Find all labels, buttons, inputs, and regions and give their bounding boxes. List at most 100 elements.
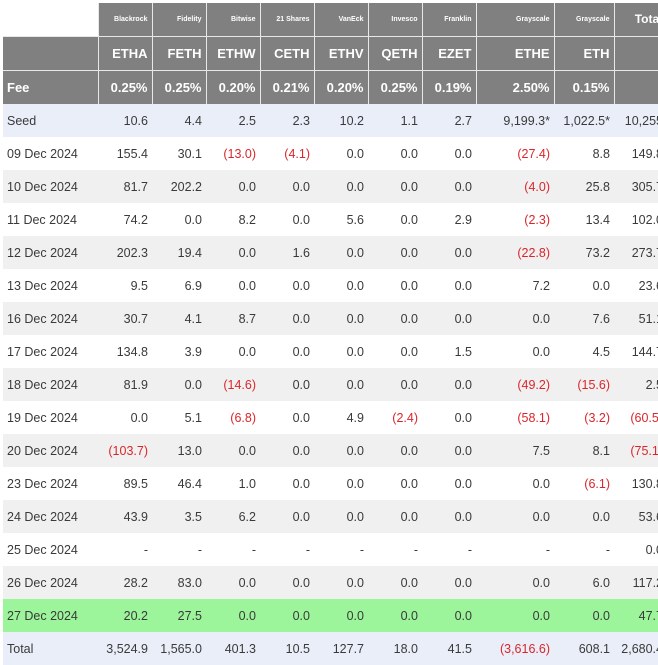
- row-label: 27 Dec 2024: [3, 599, 98, 632]
- flow-cell: 19.4: [152, 236, 206, 269]
- flow-cell: 0.0: [314, 434, 368, 467]
- flow-cell: 4.1: [152, 302, 206, 335]
- flow-cell: 0.0: [152, 368, 206, 401]
- row-total-cell: 23.6: [614, 269, 658, 302]
- table-body: Blackrock Fidelity Bitwise 21 Shares Van…: [3, 3, 658, 665]
- flow-cell: 30.7: [98, 302, 152, 335]
- flow-cell: 0.0: [98, 401, 152, 434]
- flow-cell: (58.1): [476, 401, 554, 434]
- flow-cell: 127.7: [314, 632, 368, 665]
- total-row: Total 3,524.9 1,565.0 401.3 10.5 127.7 18.0 41.…: [3, 632, 658, 665]
- fee-value: 0.20%: [314, 69, 369, 104]
- flow-cell: 0.0: [314, 500, 368, 533]
- row-total-cell: 53.6: [614, 500, 658, 533]
- table-row: 20 Dec 2024 (103.7) 13.0 0.0 0.0 0.0 0.0 0.0 7.5…: [3, 434, 658, 467]
- flow-cell: 1.5: [422, 335, 476, 368]
- table-row: 11 Dec 2024 74.2 0.0 8.2 0.0 5.6 0.0 2.9 (2.3) 13…: [3, 203, 658, 236]
- flow-cell: 0.0: [260, 368, 314, 401]
- table-row: 12 Dec 2024 202.3 19.4 0.0 1.6 0.0 0.0 0.0 (22.8…: [3, 236, 658, 269]
- fee-value: 0.21%: [260, 69, 315, 104]
- flow-cell: 13.0: [152, 434, 206, 467]
- ticker-header-row: ETHA FETH ETHW CETH ETHV QETH EZET ETHE …: [3, 35, 658, 70]
- row-total-cell: 0.0: [614, 533, 658, 566]
- flow-cell: 3.5: [152, 500, 206, 533]
- issuer-name: VanEck: [314, 3, 369, 36]
- flow-cell: 10.5: [260, 632, 314, 665]
- row-label: 20 Dec 2024: [3, 434, 98, 467]
- flow-cell: 202.3: [98, 236, 152, 269]
- flow-cell: -: [206, 533, 260, 566]
- issuer-name: Fidelity: [152, 3, 207, 36]
- flow-cell: 89.5: [98, 467, 152, 500]
- flow-cell: 0.0: [422, 269, 476, 302]
- flow-cell: 0.0: [422, 137, 476, 170]
- flow-cell: (3.2): [554, 401, 614, 434]
- flow-cell: 27.5: [152, 599, 206, 632]
- flow-cell: 73.2: [554, 236, 614, 269]
- fee-value: 0.20%: [206, 69, 261, 104]
- flow-cell: 134.8: [98, 335, 152, 368]
- flow-cell: 0.0: [368, 170, 422, 203]
- flow-cell: 7.5: [476, 434, 554, 467]
- flow-cell: 0.0: [314, 302, 368, 335]
- flow-cell: 0.0: [368, 434, 422, 467]
- table-row: 27 Dec 2024 20.2 27.5 0.0 0.0 0.0 0.0 0.0 0.0 0.0…: [3, 599, 658, 632]
- ticker-label: CETH: [260, 35, 315, 70]
- flow-cell: -: [422, 533, 476, 566]
- flow-cell: 0.0: [206, 566, 260, 599]
- ticker-label: ETHW: [206, 35, 261, 70]
- flow-cell: -: [314, 533, 368, 566]
- issuer-name: Grayscale: [554, 3, 615, 36]
- issuer-header-row: Blackrock Fidelity Bitwise 21 Shares Van…: [3, 3, 658, 36]
- issuer-name: 21 Shares: [260, 3, 315, 36]
- flow-cell: 0.0: [368, 203, 422, 236]
- ticker-label: ETH: [554, 35, 615, 70]
- flow-cell: 43.9: [98, 500, 152, 533]
- row-total-cell: 130.8: [614, 467, 658, 500]
- row-label: 18 Dec 2024: [3, 368, 98, 401]
- flow-cell: 25.8: [554, 170, 614, 203]
- row-label: 25 Dec 2024: [3, 533, 98, 566]
- flow-cell: (2.4): [368, 401, 422, 434]
- issuer-name: Blackrock: [98, 3, 153, 36]
- flow-cell: 0.0: [314, 599, 368, 632]
- row-total-cell: 149.8: [614, 137, 658, 170]
- flow-cell: 0.0: [314, 170, 368, 203]
- flow-cell: 0.0: [206, 236, 260, 269]
- row-label: 19 Dec 2024: [3, 401, 98, 434]
- flow-cell: 10.2: [314, 104, 368, 137]
- flow-cell: 8.1: [554, 434, 614, 467]
- table-row: 10 Dec 2024 81.7 202.2 0.0 0.0 0.0 0.0 0.0 (4.0)…: [3, 170, 658, 203]
- flow-cell: 0.0: [260, 434, 314, 467]
- flow-cell: 0.0: [206, 434, 260, 467]
- table-row: 16 Dec 2024 30.7 4.1 8.7 0.0 0.0 0.0 0.0 0.0 7.6 5…: [3, 302, 658, 335]
- flow-cell: 4.9: [314, 401, 368, 434]
- fee-value: 0.25%: [152, 69, 207, 104]
- flow-cell: 0.0: [368, 500, 422, 533]
- flow-cell: 0.0: [260, 335, 314, 368]
- flow-cell: 0.0: [260, 269, 314, 302]
- flow-cell: 0.0: [368, 566, 422, 599]
- flow-cell: 3,524.9: [98, 632, 152, 665]
- flow-cell: 0.0: [476, 335, 554, 368]
- row-total-cell: 102.0: [614, 203, 658, 236]
- row-label: 26 Dec 2024: [3, 566, 98, 599]
- flow-cell: 2.9: [422, 203, 476, 236]
- flow-cell: (4.0): [476, 170, 554, 203]
- flow-cell: 9.5: [98, 269, 152, 302]
- flow-cell: (13.0): [206, 137, 260, 170]
- table-row: 23 Dec 2024 89.5 46.4 1.0 0.0 0.0 0.0 0.0 0.0 (6.…: [3, 467, 658, 500]
- flow-cell: 81.9: [98, 368, 152, 401]
- ticker-label: QETH: [368, 35, 423, 70]
- flow-cell: 6.2: [206, 500, 260, 533]
- flow-cell: 0.0: [206, 269, 260, 302]
- fee-value: 0.19%: [422, 69, 477, 104]
- flow-cell: 0.0: [206, 599, 260, 632]
- flow-cell: 0.0: [260, 401, 314, 434]
- flow-cell: (14.6): [206, 368, 260, 401]
- flow-cell: 4.5: [554, 335, 614, 368]
- table-row: 19 Dec 2024 0.0 5.1 (6.8) 0.0 4.9 (2.4) 0.0 (58.…: [3, 401, 658, 434]
- flow-cell: 0.0: [260, 467, 314, 500]
- flow-cell: 0.0: [368, 368, 422, 401]
- flow-cell: (22.8): [476, 236, 554, 269]
